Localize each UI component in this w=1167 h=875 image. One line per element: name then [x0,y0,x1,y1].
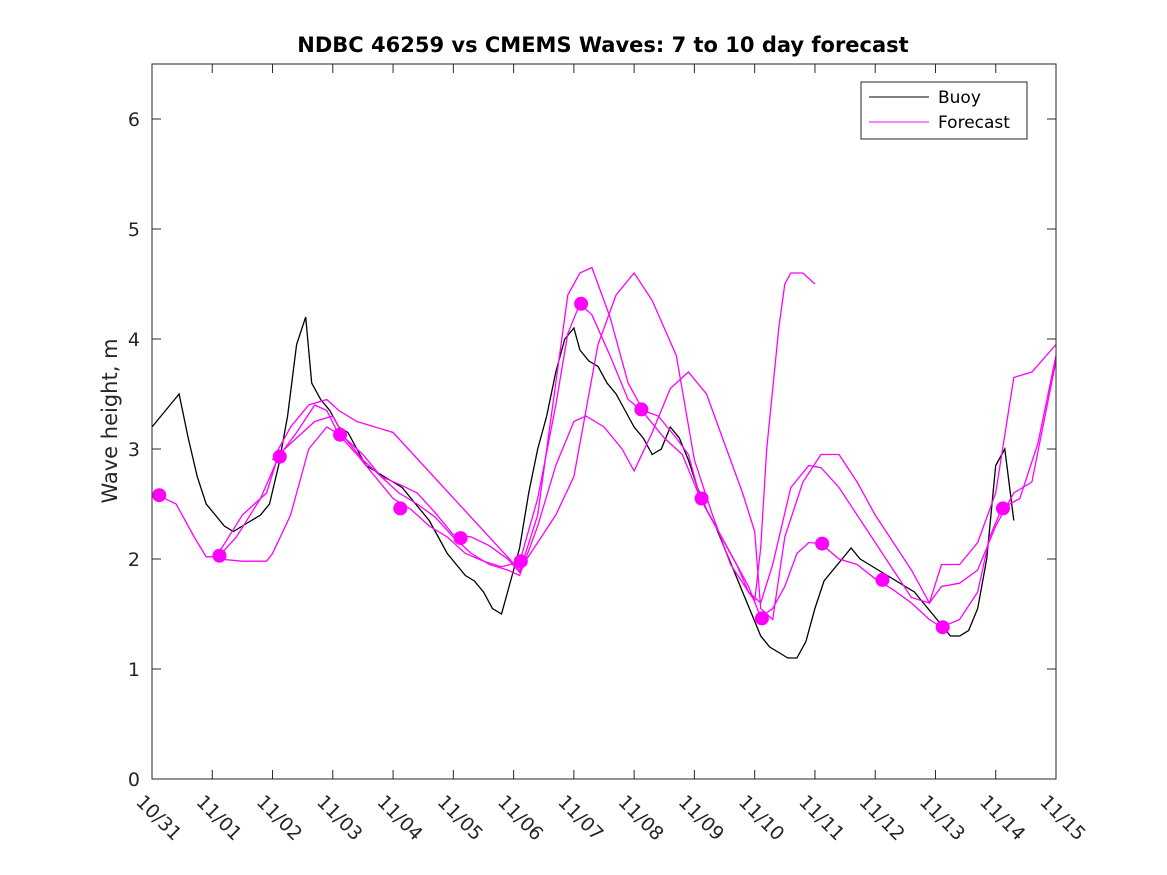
forecast-marker [995,501,1010,516]
plot-area [152,64,1056,779]
y-tick-label: 5 [128,219,140,241]
y-tick-label: 0 [128,769,140,791]
chart-title: NDBC 46259 vs CMEMS Waves: 7 to 10 day f… [297,33,908,57]
forecast-marker [393,501,408,516]
legend-buoy-label: Buoy [938,88,981,108]
forecast-marker [453,531,468,546]
forecast-marker [513,554,528,569]
forecast-marker [634,402,649,417]
y-tick-label: 4 [128,329,140,351]
y-tick-label: 2 [128,549,140,571]
legend-forecast-label: Forecast [938,113,1010,133]
legend-box [860,81,1028,140]
forecast-marker [875,572,890,587]
legend: Buoy Forecast [860,81,1028,140]
forecast-marker [574,296,589,311]
y-tick-label: 6 [128,109,140,131]
series-line-forecast-10-day [271,271,816,603]
forecast-marker [152,488,167,503]
series-line-forecast-9-day [218,344,1056,621]
axes-frame [151,63,1057,780]
forecast-marker [935,620,950,635]
forecast-marker [272,449,287,464]
forecast-marker [694,491,709,506]
forecast-marker [333,427,348,442]
forecast-marker [815,536,830,551]
y-tick-label: 3 [128,439,140,461]
series-line-forecast-7-day [157,302,1056,628]
forecast-marker [212,548,227,563]
series-line-forecast-8-day [217,266,1056,605]
forecast-marker [754,611,769,626]
plot-background [152,64,1056,779]
y-tick-label: 1 [128,659,140,681]
y-axis-label: Wave height, m [98,338,122,503]
series-line-buoy [152,316,1015,659]
series-layer [152,266,1056,659]
